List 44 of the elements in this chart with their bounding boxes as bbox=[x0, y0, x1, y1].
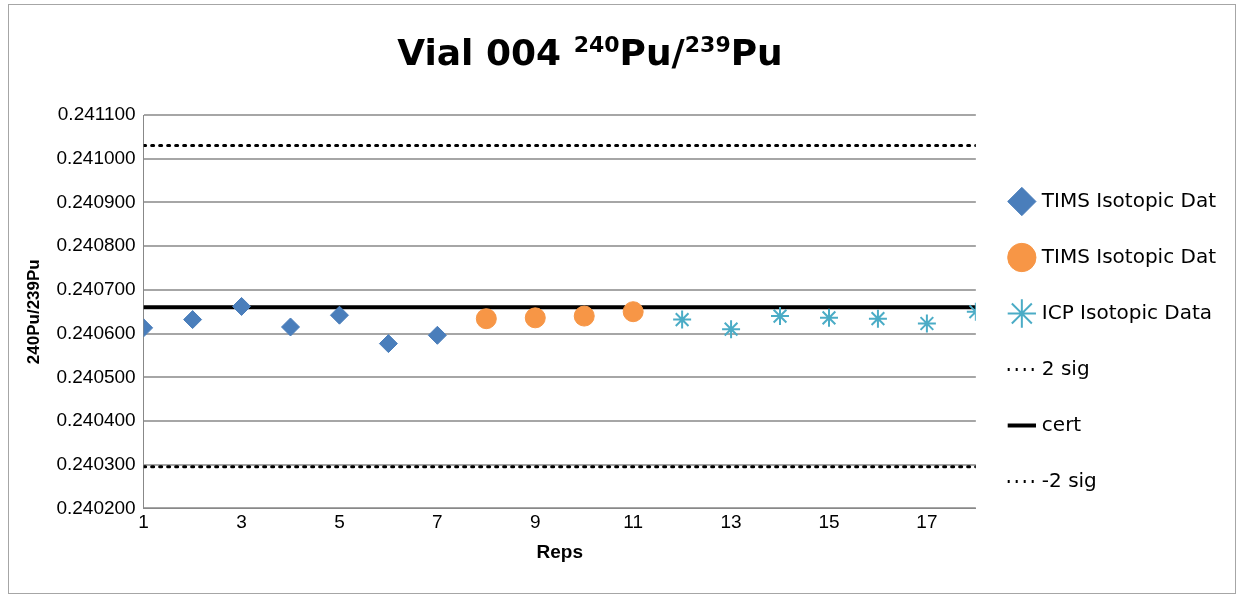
point bbox=[524, 307, 546, 329]
legend-label: TIMS Isotopic Dat bbox=[1040, 187, 1217, 212]
x-axis-title: Reps bbox=[536, 540, 583, 562]
point bbox=[818, 307, 839, 328]
point bbox=[672, 309, 693, 330]
y-tick-label: 0.241100 bbox=[57, 103, 136, 125]
y-tick-label: 0.240200 bbox=[56, 496, 136, 518]
x-tick-label: 13 bbox=[720, 511, 742, 533]
x-tick-label: 9 bbox=[529, 511, 541, 533]
x-tick-label: 7 bbox=[432, 511, 443, 533]
legend-label: ICP Isotopic Data bbox=[1041, 299, 1213, 324]
y-tick-label: 0.240500 bbox=[56, 365, 136, 387]
x-tick-label: 3 bbox=[236, 511, 247, 533]
y-tick-label: 0.240300 bbox=[56, 452, 136, 474]
y-axis-title: 240Pu/239Pu bbox=[23, 259, 43, 365]
y-tick-label: 0.241000 bbox=[56, 146, 136, 168]
legend-label: cert bbox=[1041, 411, 1082, 436]
y-tick-label: 0.240800 bbox=[56, 234, 136, 256]
point bbox=[622, 301, 644, 323]
y-tick-label: 0.240400 bbox=[56, 409, 136, 431]
point bbox=[329, 305, 349, 325]
point bbox=[183, 310, 203, 330]
x-tick-label: 11 bbox=[623, 511, 644, 533]
y-tick-label: 0.240900 bbox=[56, 190, 136, 212]
point bbox=[281, 317, 301, 337]
x-tick-label: 1 bbox=[138, 511, 149, 533]
x-tick-label: 17 bbox=[916, 511, 938, 533]
point bbox=[573, 305, 595, 327]
y-tick-label: 0.240600 bbox=[56, 321, 136, 343]
point bbox=[427, 325, 447, 345]
legend-label: 2 sig bbox=[1041, 355, 1090, 380]
point bbox=[475, 308, 497, 330]
point bbox=[770, 306, 791, 327]
x-tick-label: 15 bbox=[818, 511, 840, 533]
chart-title: Vial 004 $^{240}$Pu/$^{239}$Pu bbox=[396, 32, 784, 73]
point bbox=[232, 296, 252, 316]
x-tick-label: 5 bbox=[334, 511, 345, 533]
point bbox=[867, 308, 888, 329]
point bbox=[721, 319, 742, 340]
legend-label: -2 sig bbox=[1041, 467, 1097, 492]
legend-label: TIMS Isotopic Dat bbox=[1040, 243, 1217, 268]
point bbox=[378, 334, 398, 354]
y-tick-label: 0.240700 bbox=[56, 278, 136, 300]
point bbox=[916, 313, 937, 334]
